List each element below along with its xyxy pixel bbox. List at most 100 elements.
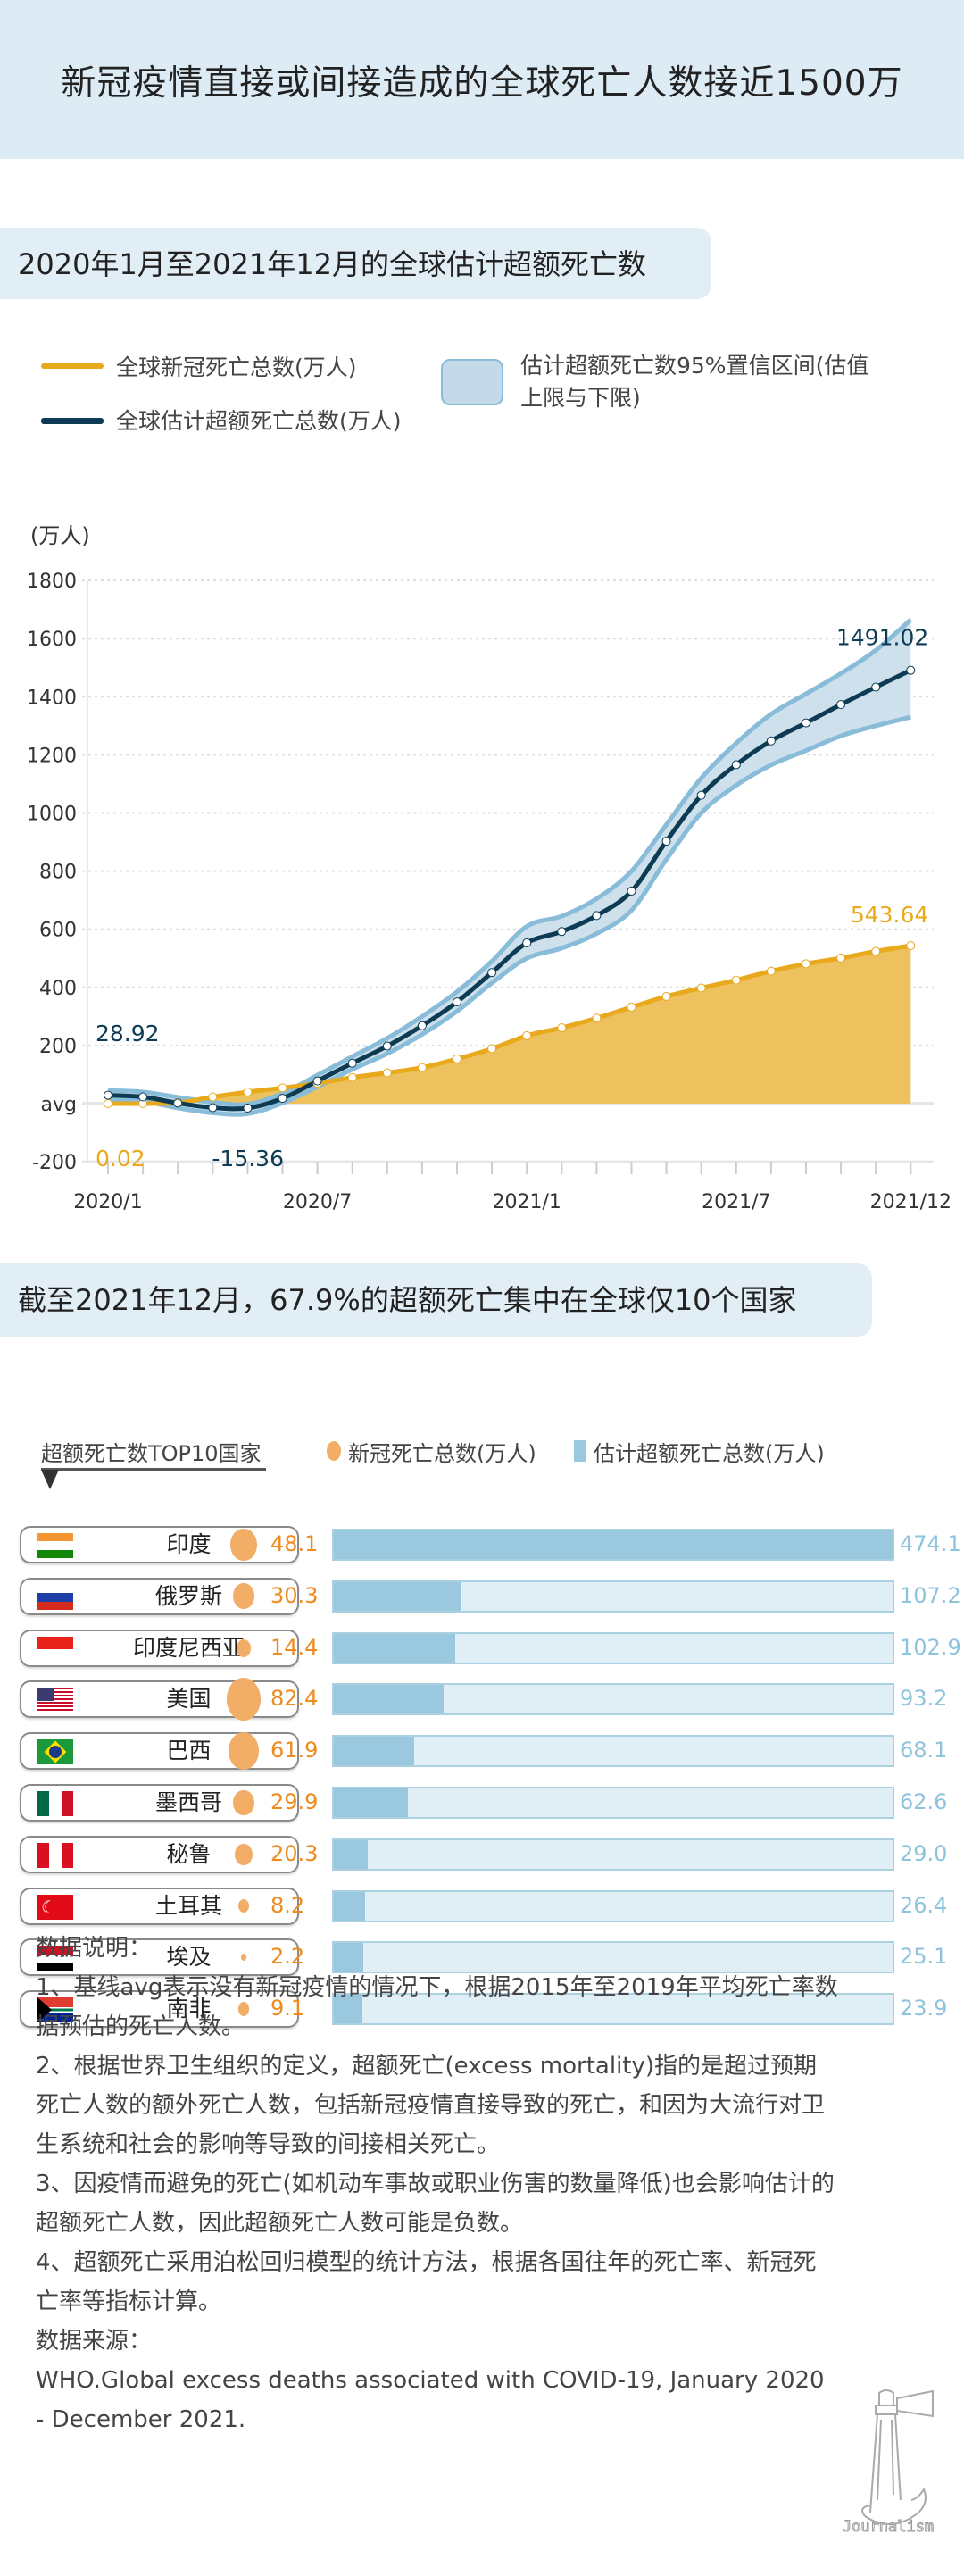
note-2: 2、根据世界卫生组织的定义，超额死亡(excess mortality)指的是超… xyxy=(36,2053,826,2158)
excess-point xyxy=(347,1058,357,1068)
covid-point xyxy=(208,1092,218,1102)
y-tick-label: 400 xyxy=(39,978,77,1000)
country-pill: 墨西哥 xyxy=(20,1784,299,1822)
covid-point xyxy=(836,953,846,963)
x-tick-label: 2021/12 xyxy=(870,1191,952,1213)
covid-bubble xyxy=(240,1954,247,1962)
excess-value: 29.0 xyxy=(900,1840,948,1866)
data-label: 0.02 xyxy=(96,1146,145,1171)
covid-point xyxy=(522,1030,532,1040)
covid-value: 30.3 xyxy=(270,1582,319,1608)
covid-area xyxy=(108,946,911,1105)
covid-value: 29.9 xyxy=(270,1789,319,1814)
covid-bubble xyxy=(235,1843,253,1865)
excess-bar-fill xyxy=(334,1530,893,1559)
excess-bar-fill xyxy=(334,1581,461,1611)
legend-covid-line-icon xyxy=(41,363,104,369)
excess-point xyxy=(836,700,846,710)
covid-bubble xyxy=(230,1528,257,1562)
covid-point xyxy=(696,983,706,993)
covid-value: 2.2 xyxy=(270,1944,305,1970)
covid-point xyxy=(592,1013,602,1023)
covid-point xyxy=(347,1072,357,1082)
excess-value: 68.1 xyxy=(900,1738,948,1763)
legend-excess: 全球估计超额死亡总数(万人) xyxy=(116,408,402,434)
flag-turkey-icon: ☾ xyxy=(37,1894,73,1920)
section-heading-global: 2020年1月至2021年12月的全球估计超额死亡数 xyxy=(0,228,711,299)
excess-bar xyxy=(332,1529,894,1561)
y-tick-label: 1000 xyxy=(27,804,77,826)
data-label: 28.92 xyxy=(96,1021,160,1046)
country-pill: 秘鲁 xyxy=(20,1835,299,1873)
excess-point xyxy=(731,760,741,770)
excess-value: 102.9 xyxy=(900,1634,961,1660)
legend-ci-swatch-icon xyxy=(441,359,503,405)
excess-bar-fill xyxy=(334,1995,362,2024)
excess-value: 474.1 xyxy=(900,1531,961,1556)
covid-bubble xyxy=(229,1732,259,1770)
y-tick-label: 1200 xyxy=(27,745,77,767)
legend-covid: 全球新冠死亡总数(万人) xyxy=(116,354,357,380)
covid-bubble xyxy=(233,1789,254,1816)
flag-egypt-icon xyxy=(37,1946,73,1972)
excess-bar xyxy=(332,1993,894,2026)
legend-excess-deaths: 估计超额死亡总数(万人) xyxy=(594,1441,825,1466)
y-axis-unit: (万人) xyxy=(30,523,90,548)
country-name: 巴西 xyxy=(166,1738,212,1764)
lighthouse-icon: Journalism xyxy=(842,2389,935,2537)
notes-heading: 数据说明： xyxy=(36,1935,153,1962)
excess-point xyxy=(906,665,916,675)
covid-value: 9.1 xyxy=(270,1996,305,2022)
country-pill: 埃及 xyxy=(20,1938,299,1977)
data-label: 1491.02 xyxy=(836,625,928,651)
covid-point xyxy=(243,1087,253,1096)
top10-title: 超额死亡数TOP10国家 xyxy=(41,1441,262,1466)
excess-point xyxy=(382,1041,392,1051)
triangle-down-icon xyxy=(41,1470,59,1489)
covid-bubble xyxy=(226,1678,262,1722)
y-tick-label: avg xyxy=(41,1094,77,1116)
excess-bar-fill xyxy=(334,1788,408,1817)
country-pill: 印度 xyxy=(20,1526,299,1563)
excess-bar-fill xyxy=(334,1737,414,1766)
excess-bar-fill xyxy=(334,1633,455,1663)
excess-point xyxy=(487,968,497,978)
source-heading: 数据来源： xyxy=(36,2328,153,2355)
note-3: 3、因疫情而避免的死亡(如机动车事故或职业伤害的数量降低)也会影响估计的超额死亡… xyxy=(36,2171,835,2237)
covid-point xyxy=(731,975,741,985)
excess-bar-fill xyxy=(334,1943,364,1972)
country-name: 秘鲁 xyxy=(166,1840,212,1867)
top10-underline xyxy=(41,1468,266,1471)
excess-value: 26.4 xyxy=(900,1892,948,1918)
y-tick-label: 600 xyxy=(39,920,77,942)
data-label: -15.36 xyxy=(212,1146,284,1171)
covid-value: 61.9 xyxy=(270,1738,319,1763)
covid-point xyxy=(487,1044,497,1054)
excess-bar-fill xyxy=(334,1839,369,1869)
covid-point xyxy=(417,1063,427,1072)
flag-brazil-icon xyxy=(37,1739,73,1765)
y-tick-label: 1400 xyxy=(27,687,77,709)
excess-point xyxy=(104,1090,112,1100)
excess-bar xyxy=(332,1889,894,1922)
excess-point xyxy=(138,1092,148,1102)
covid-point xyxy=(766,966,776,976)
covid-point xyxy=(661,991,671,1001)
covid-bubble xyxy=(236,1638,252,1657)
country-pill: 南非 xyxy=(20,1990,299,2029)
x-tick-label: 2020/1 xyxy=(73,1191,142,1213)
excess-point xyxy=(453,997,461,1007)
y-tick-label: 800 xyxy=(39,862,77,884)
excess-bar xyxy=(332,1631,894,1664)
journalism-logo: Journalism xyxy=(826,2384,951,2537)
excess-bar xyxy=(332,1838,894,1871)
flag-peru-icon xyxy=(37,1842,73,1868)
covid-point xyxy=(278,1083,287,1093)
data-label: 543.64 xyxy=(851,902,928,928)
excess-value: 93.2 xyxy=(900,1686,948,1712)
country-name: 美国 xyxy=(166,1686,212,1713)
legend-covid-dot-icon xyxy=(327,1441,341,1461)
country-name: 印度尼西亚 xyxy=(132,1634,245,1661)
excess-point xyxy=(417,1021,427,1030)
legend-covid-deaths: 新冠死亡总数(万人) xyxy=(348,1441,536,1466)
